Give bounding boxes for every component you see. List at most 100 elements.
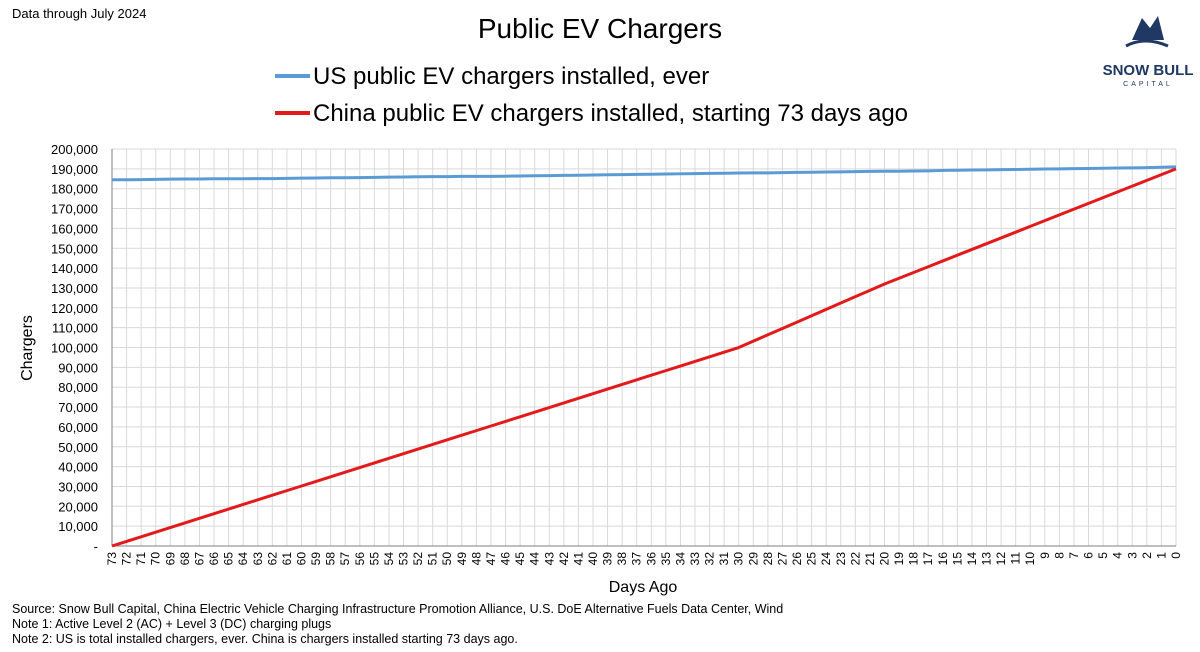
logo-tagline: CAPITAL [1123,81,1173,88]
y-tick-label: 170,000 [51,202,98,217]
x-tick-label: 17 [921,552,935,566]
x-tick-label: 32 [703,552,717,566]
x-tick-label: 14 [965,552,979,566]
x-tick-label: 54 [382,552,396,566]
y-tick-label: 70,000 [58,400,98,415]
logo-icon [1132,16,1164,40]
x-tick-label: 72 [120,552,134,566]
footnote: Note 2: US is total installed chargers, … [12,632,518,646]
logo-name: SNOW BULL [1103,62,1194,79]
y-tick-label: 30,000 [58,479,98,494]
footnote: Source: Snow Bull Capital, China Electri… [12,602,783,616]
y-tick-label: 130,000 [51,281,98,296]
x-tick-label: 38 [615,552,629,566]
x-tick-label: 33 [688,552,702,566]
x-tick-label: 36 [644,552,658,566]
x-tick-label: 34 [673,552,687,566]
x-tick-label: 31 [717,552,731,566]
x-tick-label: 62 [265,552,279,566]
x-tick-label: 42 [557,552,571,566]
x-tick-label: 71 [134,552,148,566]
y-tick-label: 160,000 [51,221,98,236]
x-tick-label: 64 [236,552,250,566]
x-tick-label: 20 [877,552,891,566]
x-tick-label: 12 [994,552,1008,566]
x-tick-label: 51 [426,552,440,566]
x-tick-label: 39 [601,552,615,566]
x-tick-label: 28 [761,552,775,566]
x-tick-label: 3 [1125,552,1139,559]
x-axis-label: Days Ago [609,579,678,596]
legend-label: China public EV chargers installed, star… [313,100,908,127]
x-tick-label: 1 [1154,552,1168,559]
y-tick-label: 140,000 [51,261,98,276]
y-tick-label: 200,000 [51,142,98,157]
x-tick-label: 41 [571,552,585,566]
y-tick-label: 40,000 [58,460,98,475]
x-tick-label: 50 [440,552,454,566]
x-tick-label: 10 [1023,552,1037,566]
x-tick-label: 27 [775,552,789,566]
x-tick-label: 37 [630,552,644,566]
x-tick-label: 60 [294,552,308,566]
x-tick-label: 35 [659,552,673,566]
data-note: Data through July 2024 [12,6,146,21]
series-line [112,165,1177,182]
footnote: Note 1: Active Level 2 (AC) + Level 3 (D… [12,617,331,631]
x-tick-label: 45 [513,552,527,566]
y-tick-label: 190,000 [51,162,98,177]
x-tick-label: 11 [1009,552,1023,565]
x-tick-label: 73 [105,552,119,566]
y-tick-label: 50,000 [58,440,98,455]
x-tick-label: 2 [1140,552,1154,559]
y-tick-label: 100,000 [51,341,98,356]
x-tick-label: 53 [397,552,411,566]
x-tick-label: 8 [1052,552,1066,559]
y-tick-label: 80,000 [58,380,98,395]
x-tick-label: 68 [178,552,192,566]
x-tick-label: 58 [324,552,338,566]
y-axis-label: Chargers [19,315,36,381]
y-tick-label: 90,000 [58,360,98,375]
y-tick-label: 10,000 [58,519,98,534]
y-tick-label: 150,000 [51,241,98,256]
x-tick-label: 40 [586,552,600,566]
x-tick-label: 43 [542,552,556,566]
x-tick-label: 67 [192,552,206,566]
y-tick-label: 110,000 [52,321,98,336]
x-tick-label: 70 [149,552,163,566]
x-tick-label: 21 [863,552,877,566]
x-tick-label: 49 [455,552,469,566]
x-tick-label: 4 [1111,552,1125,559]
x-tick-label: 0 [1169,552,1183,559]
x-tick-label: 30 [732,552,746,566]
x-tick-label: 5 [1096,552,1110,559]
x-tick-label: 7 [1067,552,1081,559]
x-tick-label: 65 [222,552,236,566]
x-tick-label: 26 [790,552,804,566]
x-tick-label: 61 [280,552,294,566]
y-tick-label: - [94,539,98,554]
x-tick-label: 19 [892,552,906,566]
y-tick-label: 120,000 [51,301,98,316]
x-tick-label: 55 [367,552,381,566]
x-tick-label: 47 [484,552,498,566]
logo: SNOW BULL CAPITAL [1103,16,1194,88]
x-tick-label: 48 [469,552,483,566]
x-tick-label: 52 [411,552,425,566]
x-tick-label: 18 [907,552,921,566]
series-line [111,167,1177,548]
y-tick-label: 60,000 [58,420,98,435]
x-tick-label: 29 [746,552,760,566]
y-tick-label: 20,000 [58,499,98,514]
x-tick-label: 25 [805,552,819,566]
chart-title: Public EV Chargers [478,13,722,44]
x-tick-label: 9 [1038,552,1052,559]
x-tick-label: 15 [950,552,964,566]
x-tick-label: 16 [936,552,950,566]
x-tick-label: 69 [163,552,177,566]
x-tick-label: 44 [528,552,542,566]
logo-arc [1125,39,1169,48]
